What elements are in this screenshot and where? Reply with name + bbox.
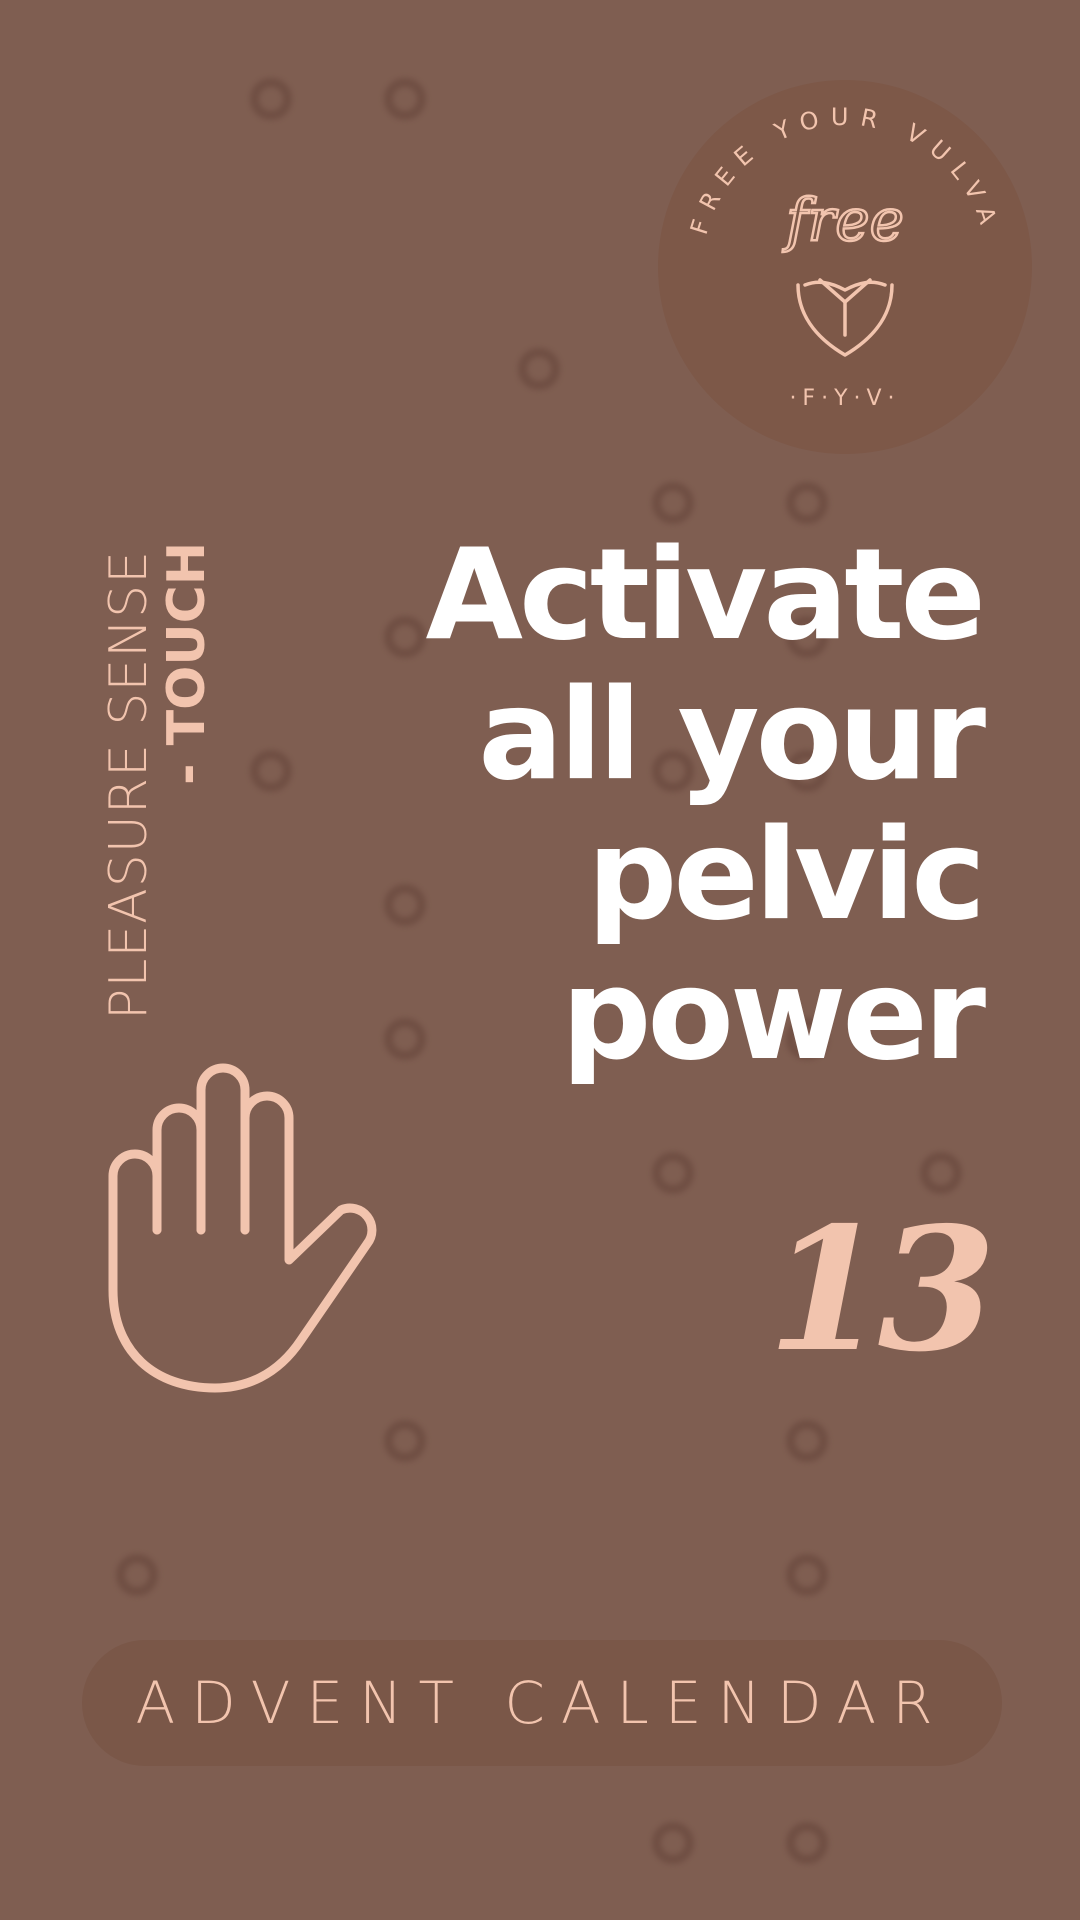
touch-text: - TOUCH bbox=[157, 541, 217, 785]
advent-calendar-text: ADVENT CALENDAR bbox=[135, 1669, 949, 1737]
open-hand-icon bbox=[108, 1063, 377, 1393]
headline-line-3: pelvic bbox=[587, 801, 986, 948]
advent-calendar-banner: ADVENT CALENDAR bbox=[82, 1640, 1002, 1766]
badge-script-text: free bbox=[782, 186, 904, 254]
day-number: 13 bbox=[767, 1190, 996, 1390]
headline-line-1: Activate bbox=[425, 521, 986, 668]
headline-line-2: all your bbox=[478, 661, 986, 808]
free-your-vulva-badge: FREE YOUR VULVA ·F·Y·V· free bbox=[658, 80, 1032, 454]
pleasure-sense-text: PLEASURE SENSE bbox=[99, 550, 159, 1020]
headline: Activate all your pelvic power bbox=[342, 521, 986, 1088]
badge-initials: ·F·Y·V· bbox=[789, 386, 900, 411]
headline-line-4: power bbox=[561, 941, 986, 1088]
pleasure-sense-label: PLEASURE SENSE - TOUCH bbox=[99, 520, 220, 1020]
vulva-logo-icon: FREE YOUR VULVA ·F·Y·V· free bbox=[685, 103, 994, 411]
